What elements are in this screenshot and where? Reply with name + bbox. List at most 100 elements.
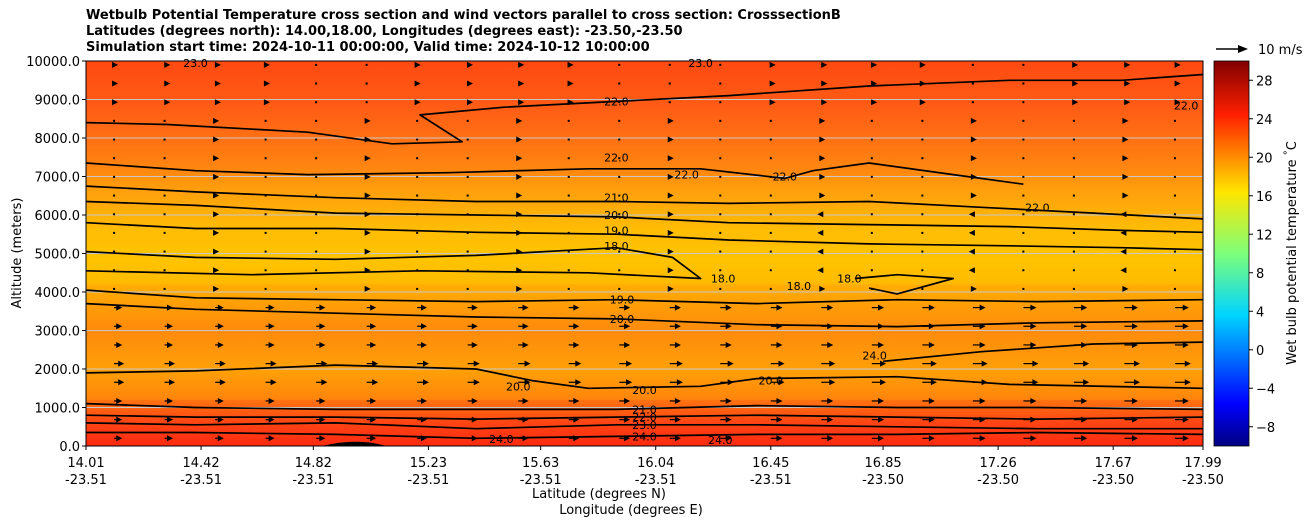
- wind-vector-dot: [921, 250, 924, 253]
- wind-vector-dot: [365, 101, 368, 104]
- y-tick-label: 7000.0: [35, 171, 81, 186]
- contour-label: 20.0: [604, 209, 629, 222]
- wind-vector-dot: [719, 287, 722, 290]
- wind-vector-head: [880, 379, 887, 386]
- x-tick-label-lon: -23.50: [862, 473, 904, 488]
- wind-vector-head: [1122, 192, 1129, 199]
- wind-vector-head: [522, 304, 529, 311]
- contour-line: [86, 431, 1203, 440]
- wind-vector-head: [778, 379, 785, 386]
- wind-vector-dot: [466, 194, 469, 197]
- wind-vector-head: [970, 155, 977, 162]
- wind-vector-head: [1081, 341, 1088, 348]
- wind-vector-head: [167, 397, 174, 404]
- colorbar-label: Wet bulb potential temperature °C: [1283, 141, 1300, 365]
- contour-line: [86, 221, 1203, 251]
- wind-vector-head: [268, 304, 275, 311]
- wind-vector-head: [676, 379, 683, 386]
- contour-label: 22.0: [632, 411, 657, 424]
- wind-vector-head: [217, 304, 224, 311]
- wind-vector-head: [1030, 397, 1037, 404]
- wind-vector-head: [776, 397, 783, 404]
- wind-vector-head: [769, 61, 776, 68]
- wind-vector-head: [878, 416, 885, 423]
- wind-vector-head: [1122, 285, 1129, 292]
- wind-vector-head: [516, 173, 523, 180]
- wind-vector-dot: [1173, 231, 1176, 234]
- wind-vector-dot: [416, 231, 419, 234]
- wind-vector-head: [1120, 267, 1127, 274]
- wind-vector-dot: [567, 175, 570, 178]
- wind-vector-dot: [264, 175, 267, 178]
- colorbar-tick-label: −4: [1256, 382, 1275, 397]
- wind-vector-head: [725, 435, 732, 442]
- contour-line: [86, 414, 1203, 420]
- wind-vector-head: [370, 304, 377, 311]
- wind-vector-dot: [921, 213, 924, 216]
- x-axis-label-lon: Longitude (degrees E): [559, 503, 703, 518]
- wind-vector-dot: [618, 194, 621, 197]
- wind-vector-head: [769, 99, 776, 106]
- wind-vector-head: [118, 379, 125, 386]
- wind-vector-head: [473, 360, 480, 367]
- wind-vector-head: [516, 267, 523, 274]
- wind-vector-dot: [416, 250, 419, 253]
- wind-vector-head: [821, 99, 828, 106]
- wind-vector-head: [414, 80, 421, 87]
- wind-vector-dot: [567, 119, 570, 122]
- wind-vector-dot: [618, 287, 621, 290]
- wind-vector-dot: [264, 231, 267, 234]
- wind-vector-head: [167, 323, 174, 330]
- wind-vector-head: [676, 360, 683, 367]
- wind-vector-head: [928, 341, 935, 348]
- wind-vector-dot: [113, 119, 116, 122]
- wind-vector-head: [667, 192, 674, 199]
- wind-vector-dot: [163, 175, 166, 178]
- wind-vector-head: [1122, 173, 1129, 180]
- wind-vector-head: [1120, 229, 1127, 236]
- wind-vector-dot: [315, 175, 318, 178]
- wind-vector-head: [467, 61, 474, 68]
- wind-vector-head: [819, 136, 826, 143]
- wind-vector-dot: [163, 231, 166, 234]
- wind-vector-head: [979, 416, 986, 423]
- wind-vector-head: [878, 341, 885, 348]
- y-axis-label: Altitude (meters): [10, 198, 25, 309]
- wind-vector-head: [725, 397, 732, 404]
- wind-vector-head: [467, 99, 474, 106]
- x-tick-label-lon: -23.50: [1182, 473, 1224, 488]
- wind-vector-head: [524, 379, 531, 386]
- wind-vector-dot: [113, 287, 116, 290]
- x-tick-label-lat: 17.99: [1184, 456, 1221, 471]
- wind-vector-head: [116, 341, 123, 348]
- wind-vector-head: [524, 360, 531, 367]
- contour-label: 22.0: [604, 151, 629, 164]
- wind-vector-dot: [1173, 250, 1176, 253]
- x-tick-label-lon: -23.51: [292, 473, 334, 488]
- y-tick-label: 5000.0: [35, 248, 81, 263]
- wind-vector-head: [522, 397, 529, 404]
- wind-vector-dot: [163, 250, 166, 253]
- wind-vector-head: [522, 341, 529, 348]
- wind-vector-dot: [668, 101, 671, 104]
- wind-vector-head: [116, 435, 123, 442]
- contour-labels: 22.022.022.0 22.022.022.021.020.019.018.0…: [183, 57, 1198, 447]
- wind-vector-head: [219, 379, 226, 386]
- wind-vector-dot: [1072, 250, 1075, 253]
- colorbar-tick-label: 28: [1256, 74, 1273, 89]
- wind-vector-dot: [1022, 213, 1025, 216]
- wind-vector-dot: [719, 231, 722, 234]
- wind-vector-head: [420, 341, 427, 348]
- wind-vector-dot: [769, 269, 772, 272]
- wind-vector-head: [968, 267, 975, 274]
- wind-vector-dot: [1072, 157, 1075, 160]
- wind-vector-head: [1182, 304, 1189, 311]
- contour-label: 22.0: [674, 169, 699, 182]
- contour-label: 22.0: [1025, 201, 1050, 214]
- wind-vector-head: [364, 267, 371, 274]
- wind-vector-dot: [1173, 213, 1176, 216]
- wind-vector-head: [372, 360, 379, 367]
- wind-vector-dot: [719, 63, 722, 66]
- wind-vector-dot: [921, 138, 924, 141]
- contour-label: 21.0: [632, 403, 657, 416]
